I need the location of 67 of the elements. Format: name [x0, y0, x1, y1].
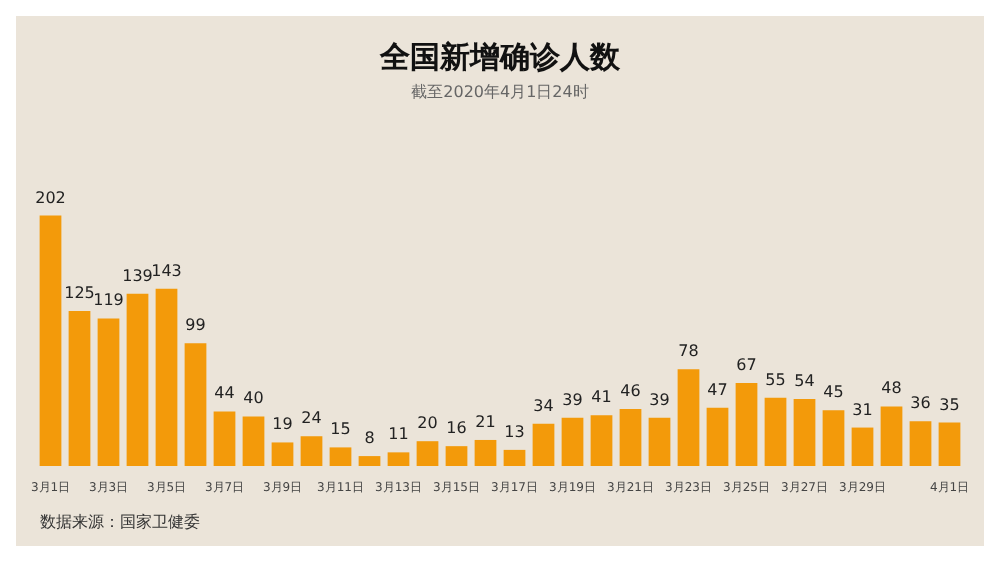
- data-label: 39: [562, 390, 583, 409]
- data-label: 44: [214, 384, 235, 403]
- data-label: 125: [64, 284, 95, 302]
- data-label: 34: [533, 396, 554, 415]
- bar: [155, 288, 178, 466]
- data-label: 119: [93, 291, 124, 310]
- bar: [822, 410, 845, 466]
- data-label: 41: [591, 388, 612, 407]
- data-label: 20: [417, 414, 438, 433]
- data-label: 16: [446, 419, 467, 438]
- data-label: 11: [388, 425, 409, 444]
- bar: [764, 397, 787, 466]
- bar: [242, 416, 265, 466]
- source-note: 数据来源：国家卫健委: [40, 513, 200, 531]
- data-label: 47: [707, 380, 728, 399]
- bar: [648, 417, 671, 466]
- bar: [880, 406, 903, 466]
- bar: [474, 439, 497, 466]
- data-label: 24: [301, 409, 322, 428]
- bar: [706, 407, 729, 466]
- data-label: 99: [185, 316, 206, 335]
- bar: [213, 411, 236, 466]
- data-label: 78: [678, 342, 699, 361]
- chart-title: 全国新增确诊人数: [378, 39, 622, 75]
- data-label: 202: [35, 188, 66, 207]
- bar: [358, 456, 381, 466]
- data-label: 13: [504, 422, 525, 441]
- bar: [300, 436, 323, 466]
- bar: [387, 452, 410, 466]
- data-label: 39: [649, 390, 670, 409]
- bar: [735, 382, 758, 466]
- bar: [590, 415, 613, 466]
- data-label: 54: [794, 372, 815, 391]
- bar: [271, 442, 294, 466]
- data-label: 67: [736, 355, 757, 374]
- data-label: 46: [620, 381, 641, 400]
- bar: [793, 399, 816, 466]
- bar: [126, 293, 149, 466]
- data-label: 48: [881, 379, 902, 398]
- data-label: 55: [765, 370, 786, 389]
- chart-subtitle: 截至2020年4月1日24时: [411, 83, 589, 101]
- data-label: 45: [823, 383, 844, 402]
- data-label: 36: [910, 394, 931, 413]
- bar: [445, 446, 468, 466]
- bar: [68, 311, 91, 466]
- bar: [909, 421, 932, 466]
- bar: [561, 417, 584, 466]
- bar: [532, 423, 555, 466]
- data-label: 15: [330, 420, 351, 439]
- bar: [39, 215, 62, 466]
- data-label: 139: [122, 266, 153, 285]
- bar: [416, 441, 439, 466]
- data-label: 19: [272, 415, 293, 434]
- bar: [677, 369, 700, 466]
- bar: [184, 343, 207, 466]
- data-label: 8: [364, 429, 375, 448]
- data-label: 21: [475, 412, 496, 431]
- bar: [938, 422, 961, 466]
- data-label: 35: [939, 395, 960, 414]
- data-label: 31: [852, 400, 873, 419]
- bar: [97, 318, 120, 466]
- bar: [329, 447, 352, 466]
- bar: [619, 408, 642, 466]
- bar: [503, 449, 526, 466]
- data-label: 40: [243, 389, 264, 408]
- data-label: 143: [151, 261, 182, 280]
- bar: [851, 427, 874, 466]
